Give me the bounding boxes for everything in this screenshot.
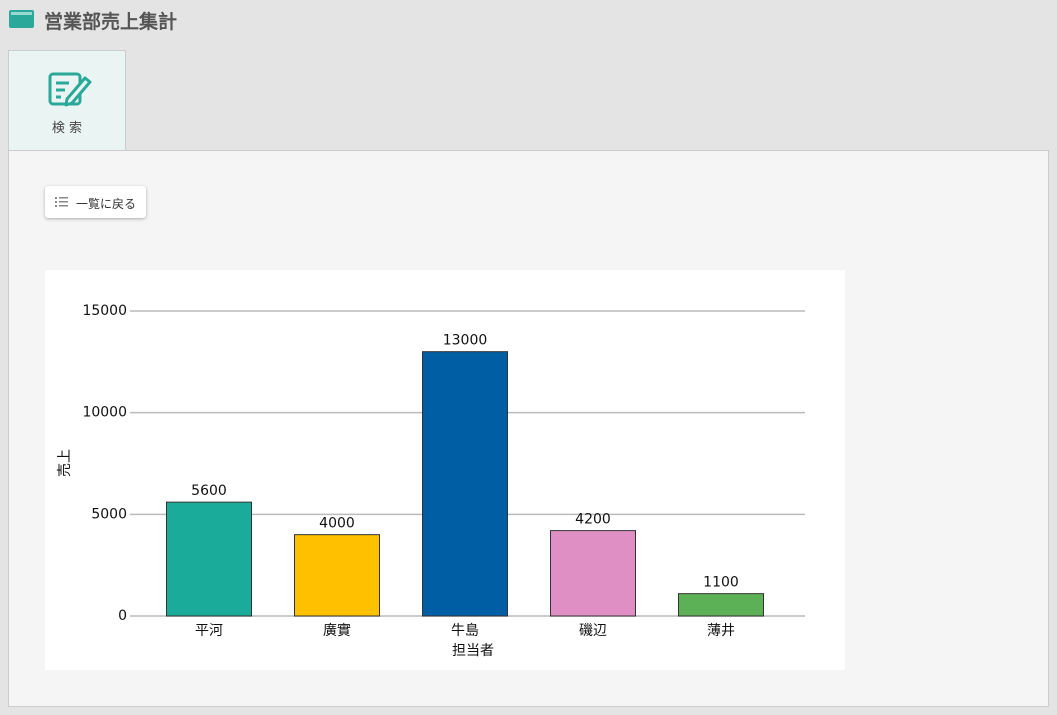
bar: [294, 534, 380, 617]
y-tick-label: 5000: [91, 506, 127, 522]
value-label: 4000: [319, 516, 355, 532]
y-axis-label: 売上: [57, 449, 73, 477]
x-tick-label: 磯辺: [579, 623, 607, 639]
tab-label: 検 索: [51, 121, 83, 136]
title-icon: [9, 10, 34, 28]
bar: [422, 351, 508, 617]
x-tick-label: 廣實: [323, 622, 351, 639]
y-tick-label: 0: [118, 608, 127, 624]
list-icon: [55, 197, 68, 207]
edit-icon: [48, 72, 92, 107]
value-label: 1100: [703, 575, 739, 591]
chart: 担当者 売上 0 5000 10000 15000 平河 5600 廣實 4000 牛島 1300…: [45, 270, 845, 670]
x-tick-label: 牛島: [451, 623, 479, 639]
value-label: 4200: [575, 512, 611, 528]
x-axis-label: 担当者: [452, 643, 494, 659]
bar: [166, 501, 252, 617]
bar: [678, 593, 764, 617]
value-label: 5600: [191, 483, 227, 499]
page-title: 営業部売上集計: [44, 11, 178, 33]
x-tick-label: 薄井: [707, 623, 735, 639]
back-button[interactable]: 一覧に戻る: [45, 186, 146, 218]
x-tick-label: 平河: [195, 623, 223, 639]
back-button-label: 一覧に戻る: [76, 197, 137, 211]
y-tick-label: 10000: [82, 405, 127, 421]
bar: [550, 530, 636, 617]
value-label: 13000: [443, 333, 488, 349]
y-tick-label: 15000: [82, 303, 127, 319]
search-tab[interactable]: 検 索: [8, 50, 126, 150]
